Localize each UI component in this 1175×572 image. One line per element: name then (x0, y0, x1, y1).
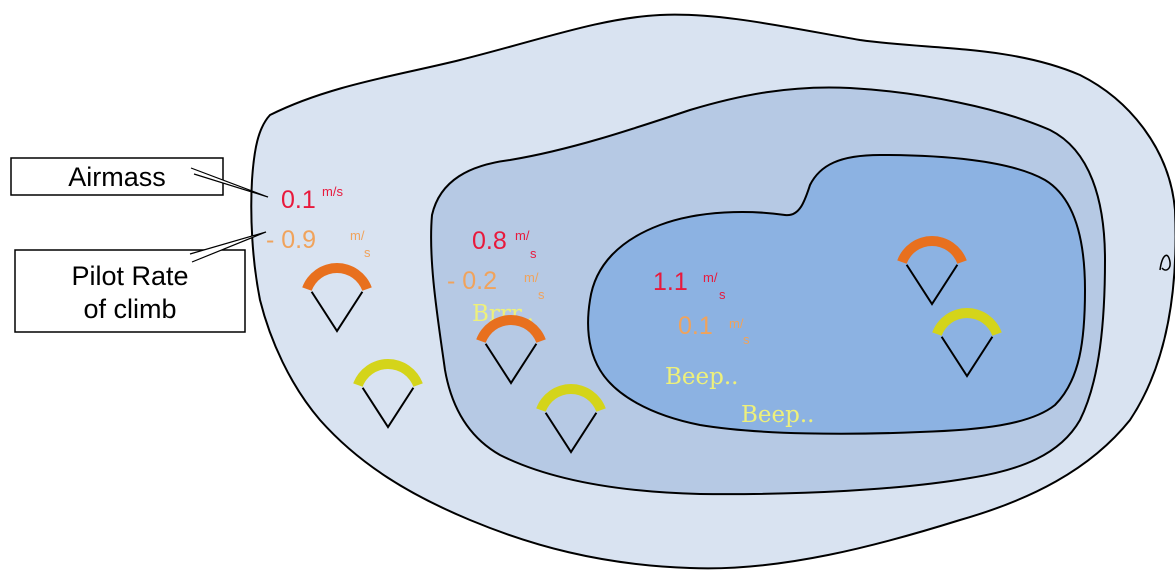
inner-pilot-unit-top: m/ (729, 316, 744, 331)
outer-pilot-unit-top: m/ (350, 228, 365, 243)
airmass-leader (190, 167, 269, 198)
glider-inner-orange (897, 236, 967, 306)
glider-canopy (932, 308, 1002, 336)
glider-lines (940, 336, 994, 378)
glider-middle-orange (476, 315, 546, 385)
glider-canopy (897, 236, 967, 264)
outer-pilot-unit-bottom: s (364, 245, 371, 260)
glider-outer-yellow (353, 359, 423, 429)
outer-pilot-number: - 0.9 (266, 226, 316, 254)
pilot-leader (189, 231, 267, 263)
glider-lines (361, 387, 415, 429)
middle-airmass-unit-top: m/ (515, 228, 530, 243)
middle-airmass-number: 0.8 (472, 227, 507, 255)
edge-squiggle (1159, 254, 1171, 271)
pilot-callout-line1: Pilot Rate (71, 261, 188, 291)
middle-airmass-unit-bottom: s (530, 246, 537, 261)
inner-zone (587, 153, 1087, 435)
glider-canopy (476, 315, 546, 343)
inner-pilot-unit-bottom: s (743, 332, 750, 347)
glider-lines (310, 291, 364, 333)
glider-canopy (353, 359, 423, 387)
inner-airmass-unit-top: m/ (703, 270, 718, 285)
glider-middle-yellow (536, 384, 606, 454)
glider-outer-orange (302, 263, 372, 333)
middle-pilot-unit-bottom: s (538, 287, 545, 302)
glider-lines (484, 343, 538, 385)
inner-sound-label-2: Beep.. (741, 402, 814, 428)
inner-airmass-unit-bottom: s (719, 287, 726, 302)
glider-canopy (536, 384, 606, 412)
middle-pilot-unit-top: m/ (524, 270, 539, 285)
middle-pilot-number: - 0.2 (447, 267, 497, 295)
pilot-callout-line2: of climb (83, 294, 176, 324)
airmass-callout-label: Airmass (68, 162, 166, 192)
airmass-callout-box (10, 157, 224, 196)
pilot-callout-box (14, 249, 246, 333)
glider-lines (544, 412, 598, 454)
glider-lines (905, 264, 959, 306)
outer-airmass-unit: m/s (322, 184, 343, 199)
outer-airmass-number: 0.1 (281, 186, 316, 214)
glider-inner-yellow (932, 308, 1002, 378)
inner-sound-label-1: Beep.. (665, 364, 738, 390)
inner-airmass-number: 1.1 (653, 268, 688, 296)
inner-pilot-number: 0.1 (678, 312, 713, 340)
glider-canopy (302, 263, 372, 291)
